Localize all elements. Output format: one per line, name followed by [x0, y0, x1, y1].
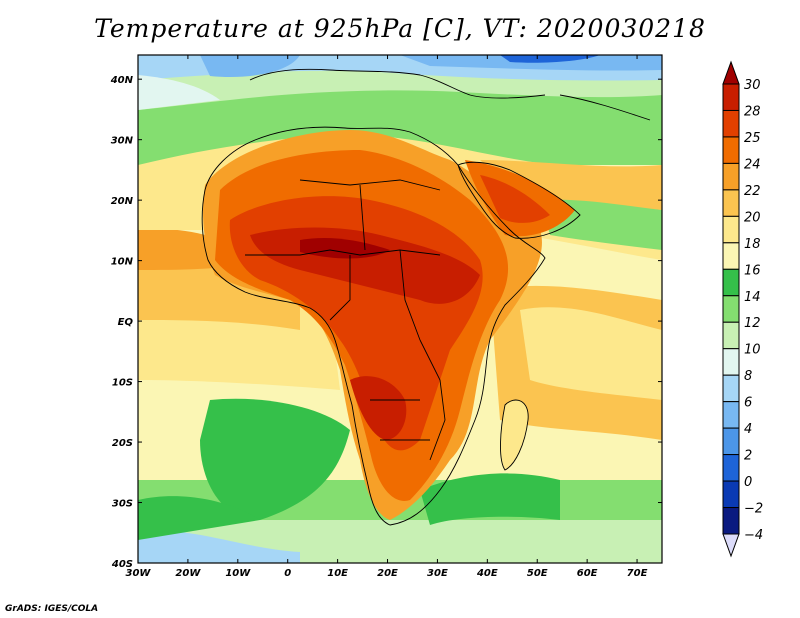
colorbar-label: 16	[744, 263, 761, 278]
longitude-axis: 30W 20W 10W 0 10E 20E 30E 40E 50E 60E 70E	[126, 55, 648, 579]
lat-tick-label: 10S	[112, 378, 133, 389]
colorbar-box	[722, 83, 740, 111]
colorbar-label: 8	[744, 369, 752, 384]
colorbar-box	[722, 295, 740, 323]
colorbar-box	[722, 427, 740, 456]
lon-tick-label: 60E	[577, 568, 598, 579]
colorbar-box	[722, 454, 740, 482]
lat-tick-label: 30S	[112, 499, 133, 510]
lon-tick-label: 10E	[327, 568, 348, 579]
lat-tick-label: 20N	[111, 196, 134, 207]
colorbar-box	[722, 162, 740, 191]
lon-tick-label: 10W	[225, 568, 251, 579]
lat-tick-label: EQ	[118, 317, 134, 328]
colorbar-label: 28	[744, 104, 761, 119]
colorbar-box	[722, 136, 740, 164]
colorbar-label: 20	[744, 210, 761, 225]
colorbar-box	[722, 480, 740, 509]
lon-tick-label: 30W	[126, 568, 152, 579]
lat-tick-label: 40N	[110, 75, 134, 86]
colorbar-min-triangle	[722, 533, 740, 558]
colorbar-max-triangle	[722, 60, 740, 85]
plot-frame	[137, 54, 663, 564]
coastlines	[201, 68, 651, 526]
colorbar-label: 30	[744, 78, 761, 93]
lon-tick-label: 0	[284, 568, 291, 579]
colorbar-box	[722, 348, 740, 376]
colorbar-label: 10	[744, 343, 761, 358]
colorbar-label: 22	[744, 184, 761, 199]
colorbar-box	[722, 109, 740, 138]
colorbar-label: 6	[744, 396, 752, 411]
colorbar-label: −2	[744, 502, 763, 517]
colorbar-label: 14	[744, 290, 761, 305]
colorbar-box	[722, 242, 740, 270]
colorbar-box	[722, 215, 740, 244]
temperature-field	[138, 55, 662, 563]
lon-tick-label: 40E	[476, 568, 498, 579]
lon-tick-label: 20W	[175, 568, 201, 579]
lon-tick-label: 50E	[527, 568, 548, 579]
colorbar-label: 18	[744, 237, 761, 252]
lon-tick-label: 70E	[627, 568, 648, 579]
colorbar-label: 2	[744, 449, 752, 464]
colorbar-box	[722, 401, 740, 429]
colorbar-label: 4	[744, 422, 752, 437]
lat-tick-label: 30N	[111, 136, 134, 147]
chart-title: Temperature at 925hPa [C], VT: 202003021…	[94, 14, 706, 43]
latitude-axis: 40N 30N 20N 10N EQ 10S 20S 30S 40S	[110, 75, 662, 570]
colorbar-label: 24	[744, 157, 761, 172]
colorbar-box	[722, 321, 740, 350]
colorbar-box	[722, 268, 740, 297]
colorbar-label: 0	[744, 475, 752, 490]
colorbar-label: −4	[744, 528, 763, 543]
lon-tick-label: 20E	[377, 568, 398, 579]
colorbar-label: 12	[744, 316, 761, 331]
lon-tick-label: 30E	[427, 568, 448, 579]
colorbar-box	[722, 507, 740, 535]
lat-tick-label: 40S	[111, 559, 133, 570]
credit-text: GrADS: IGES/COLA	[5, 604, 99, 614]
lat-tick-label: 20S	[112, 438, 133, 449]
colorbar-box	[722, 374, 740, 403]
colorbar-label: 25	[744, 131, 761, 146]
colorbar-box	[722, 189, 740, 217]
lat-tick-label: 10N	[111, 257, 134, 268]
